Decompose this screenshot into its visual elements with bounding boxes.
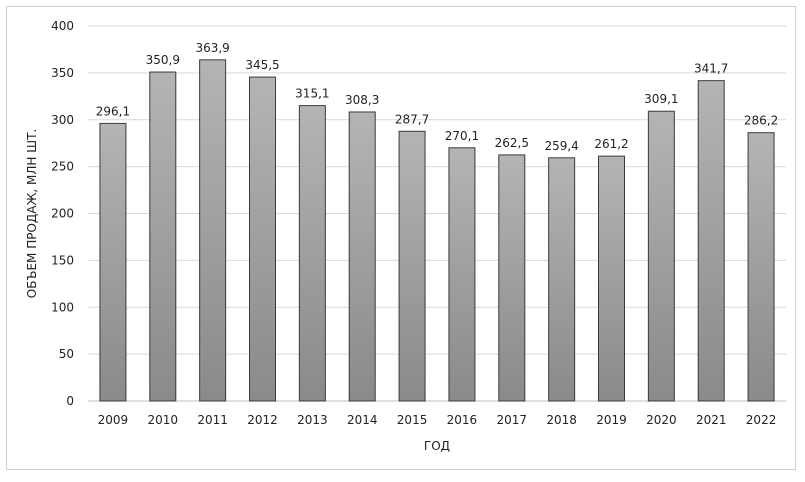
bar-2009 [99, 122, 127, 402]
x-tick-label: 2021 [696, 413, 727, 427]
data-label: 350,9 [146, 53, 180, 67]
y-tick-label: 400 [51, 19, 74, 33]
bar-2011 [199, 59, 227, 402]
bars [99, 59, 775, 402]
data-label: 363,9 [195, 41, 229, 55]
bar-2020 [647, 110, 675, 402]
bar-2013 [298, 105, 326, 402]
x-tick-label: 2019 [596, 413, 627, 427]
bar-2010 [149, 71, 177, 402]
y-axis-title: ОБЪЕМ ПРОДАЖ, МЛН ШТ. [25, 129, 39, 298]
x-tick-label: 2013 [297, 413, 328, 427]
bar-2018 [548, 157, 576, 402]
y-tick-label: 200 [51, 207, 74, 221]
data-label: 309,1 [644, 92, 678, 106]
x-tick-label: 2017 [497, 413, 528, 427]
bar-2014 [348, 111, 376, 402]
data-label: 308,3 [345, 93, 379, 107]
gridlines [88, 25, 786, 402]
y-tick-label: 350 [51, 66, 74, 80]
x-tick-labels: 2009 2010 2011 2012 2013 2014 2015 2016 2017 2018… [98, 413, 777, 427]
x-axis-title: ГОД [424, 439, 450, 453]
y-tick-label: 50 [59, 347, 74, 361]
x-tick-label: 2009 [98, 413, 129, 427]
x-tick-label: 2016 [447, 413, 478, 427]
bar-2016 [448, 147, 476, 402]
data-label: 262,5 [495, 136, 529, 150]
bar-2017 [498, 154, 526, 402]
y-tick-labels: 0 50 100 150 200 250 300 350 400 [51, 19, 74, 408]
y-tick-label: 150 [51, 253, 74, 267]
data-label: 345,5 [245, 58, 279, 72]
y-tick-label: 100 [51, 300, 74, 314]
x-tick-label: 2012 [247, 413, 278, 427]
data-label: 270,1 [445, 129, 479, 143]
x-tick-label: 2011 [197, 413, 228, 427]
x-tick-label: 2014 [347, 413, 378, 427]
data-labels: 296,1 350,9 363,9 345,5 315,1 308,3 287,7 270,1… [96, 41, 779, 153]
data-label: 259,4 [544, 139, 578, 153]
x-tick-label: 2018 [546, 413, 577, 427]
y-tick-label: 0 [66, 394, 74, 408]
data-label: 286,2 [744, 114, 778, 128]
bar-2022 [747, 132, 775, 402]
x-tick-label: 2015 [397, 413, 428, 427]
bar-2021 [697, 80, 725, 402]
data-label: 261,2 [594, 137, 628, 151]
bar-2015 [398, 130, 426, 402]
x-tick-label: 2010 [148, 413, 179, 427]
data-label: 296,1 [96, 104, 130, 118]
x-tick-label: 2022 [746, 413, 777, 427]
y-tick-label: 300 [51, 113, 74, 127]
data-label: 287,7 [395, 112, 429, 126]
y-tick-label: 250 [51, 160, 74, 174]
data-label: 315,1 [295, 87, 329, 101]
data-label: 341,7 [694, 62, 728, 76]
x-tick-label: 2020 [646, 413, 677, 427]
bar-2019 [598, 155, 625, 402]
bar-2012 [249, 76, 276, 402]
